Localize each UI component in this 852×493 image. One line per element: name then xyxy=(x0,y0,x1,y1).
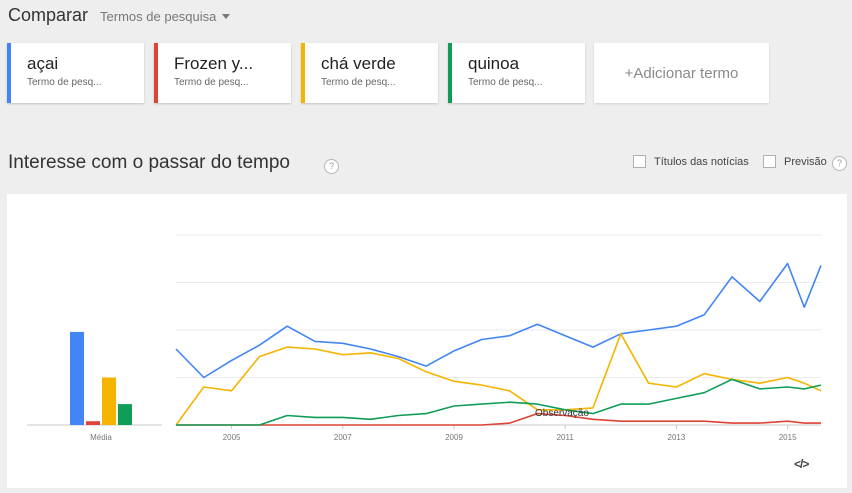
average-bar xyxy=(70,331,84,425)
search-terms-dropdown-label: Termos de pesquisa xyxy=(100,9,217,24)
x-tick-label: 2007 xyxy=(334,433,352,442)
news-headlines-checkbox[interactable] xyxy=(633,155,646,168)
series-line xyxy=(175,333,822,426)
code-embed-icon[interactable]: </> xyxy=(794,457,809,471)
annotation-label: Observação xyxy=(535,408,589,419)
average-bar xyxy=(102,377,116,425)
term-card-cha-verde[interactable]: chá verde Termo de pesq... xyxy=(301,43,438,103)
term-color-bar xyxy=(448,43,452,103)
forecast-option[interactable]: Previsão xyxy=(763,155,827,168)
section-title: Interesse com o passar do tempo xyxy=(8,152,290,173)
help-icon[interactable]: ? xyxy=(324,159,339,174)
series-line xyxy=(176,378,822,426)
term-color-bar xyxy=(154,43,158,103)
average-bar xyxy=(118,404,132,425)
x-tick-label: 2005 xyxy=(223,433,241,442)
term-color-bar xyxy=(7,43,11,103)
search-terms-dropdown[interactable]: Termos de pesquisa xyxy=(100,9,231,24)
term-label: Frozen y... xyxy=(174,54,254,73)
average-label: Média xyxy=(90,433,112,442)
header: Comparar Termos de pesquisa xyxy=(8,5,231,29)
term-type: Termo de pesq... xyxy=(468,77,543,88)
forecast-checkbox[interactable] xyxy=(763,155,776,168)
term-type: Termo de pesq... xyxy=(27,77,102,88)
news-headlines-option[interactable]: Títulos das notícias xyxy=(633,155,749,168)
term-type: Termo de pesq... xyxy=(321,77,396,88)
term-card-quinoa[interactable]: quinoa Termo de pesq... xyxy=(448,43,585,103)
term-color-bar xyxy=(301,43,305,103)
page-title: Comparar xyxy=(8,5,89,25)
x-tick-label: 2015 xyxy=(779,433,797,442)
chart-panel: Média 2005 2007 2009 2011 2013 2015 Observação … xyxy=(7,194,847,488)
series-line xyxy=(176,412,821,426)
x-tick-label: 2013 xyxy=(668,433,686,442)
x-tick-label: 2009 xyxy=(445,433,463,442)
term-type: Termo de pesq... xyxy=(174,77,249,88)
term-card-frozen-yogurt[interactable]: Frozen y... Termo de pesq... xyxy=(154,43,291,103)
add-term-button[interactable]: +Adicionar termo xyxy=(594,43,769,103)
term-label: quinoa xyxy=(468,54,520,73)
caret-down-icon xyxy=(222,14,231,19)
average-bar xyxy=(86,421,100,425)
x-tick-label: 2011 xyxy=(557,433,575,442)
term-label: açai xyxy=(27,54,59,73)
help-icon[interactable]: ? xyxy=(832,156,847,171)
interest-over-time-chart: Média 2005 2007 2009 2011 2013 2015 Observação xyxy=(27,234,822,442)
forecast-label: Previsão xyxy=(784,155,827,168)
news-headlines-label: Títulos das notícias xyxy=(654,155,749,168)
term-label: chá verde xyxy=(321,54,396,73)
term-card-acai[interactable]: açai Termo de pesq... xyxy=(7,43,144,103)
series-line xyxy=(175,262,822,379)
